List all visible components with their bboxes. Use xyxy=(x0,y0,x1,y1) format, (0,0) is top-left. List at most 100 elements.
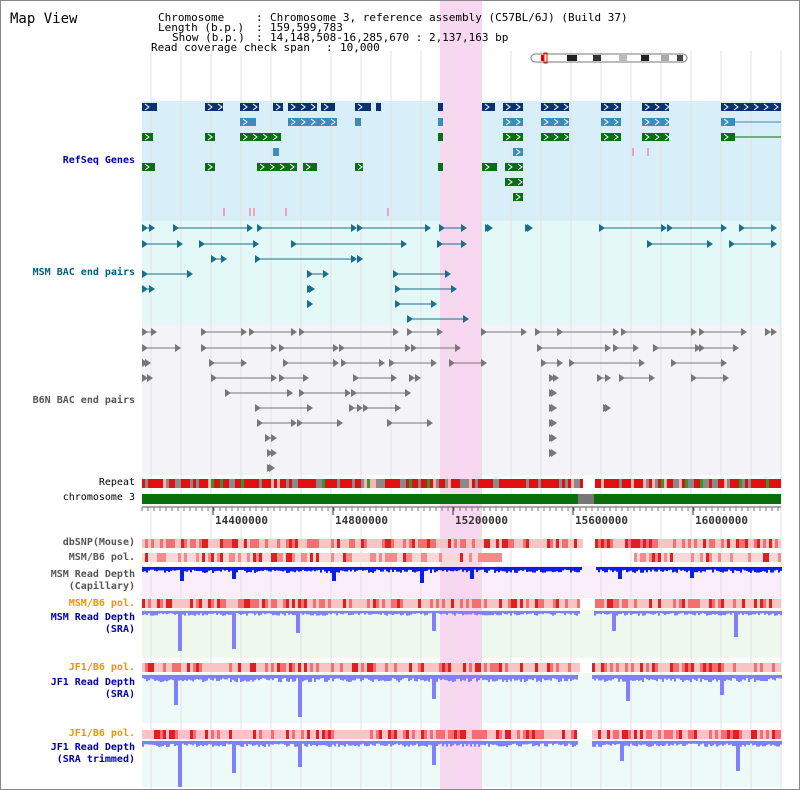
polymorphism-cell xyxy=(418,730,421,739)
read-depth-bar xyxy=(204,741,206,746)
polymorphism-cell xyxy=(361,553,364,562)
msm-bac-pair-end xyxy=(199,240,205,248)
repeat-block xyxy=(514,479,517,488)
track-label-jf1-depth-sra[interactable]: JF1 Read Depth xyxy=(50,677,135,688)
repeat-block xyxy=(397,479,400,488)
read-depth-bar xyxy=(740,567,742,573)
polymorphism-cell xyxy=(730,539,733,548)
strand-arrow xyxy=(515,118,521,126)
polymorphism-cell xyxy=(535,663,538,672)
polymorphism-cell xyxy=(268,539,271,548)
read-depth-bar xyxy=(372,675,374,683)
read-depth-bar xyxy=(624,611,626,616)
msm-bac-pair-end xyxy=(291,240,297,248)
msm-bac-pair-end xyxy=(729,240,735,248)
gene-exon xyxy=(642,118,669,126)
track-label-jf1-b6-pol-2[interactable]: JF1/B6 pol. xyxy=(68,728,135,739)
track-label-msm-depth-capillary[interactable]: MSM Read Depth xyxy=(50,569,135,580)
b6n-bac-pair-end xyxy=(551,449,557,457)
track-label-repeat[interactable]: Repeat xyxy=(98,477,135,488)
polymorphism-cell xyxy=(181,663,184,672)
read-depth-bar xyxy=(724,567,726,572)
read-depth-bar xyxy=(344,567,346,572)
polymorphism-cell xyxy=(151,730,154,739)
polymorphism-cell xyxy=(475,730,478,739)
read-depth-bar xyxy=(420,675,422,681)
polymorphism-cell xyxy=(778,599,781,608)
polymorphism-cell xyxy=(211,539,214,548)
polymorphism-cell xyxy=(682,599,685,608)
polymorphism-cell xyxy=(496,553,499,562)
polymorphism-cell xyxy=(649,539,652,548)
read-depth-bar xyxy=(420,567,422,583)
read-depth-bar xyxy=(708,567,710,570)
repeat-block xyxy=(370,479,373,488)
polymorphism-cell xyxy=(361,599,364,608)
polymorphism-cell xyxy=(607,539,610,548)
read-depth-bar xyxy=(164,567,166,573)
read-depth-bar xyxy=(392,611,394,616)
read-depth-bar xyxy=(232,741,234,773)
polymorphism-cell xyxy=(175,663,178,672)
repeat-block xyxy=(580,479,583,488)
strand-arrow xyxy=(279,163,285,171)
read-depth-bar xyxy=(668,611,670,615)
read-depth-bar xyxy=(420,611,422,615)
polymorphism-cell xyxy=(517,599,520,608)
read-depth-bar xyxy=(150,567,152,570)
polymorphism-cell xyxy=(241,599,244,608)
repeat-block xyxy=(661,479,664,488)
read-depth-bar xyxy=(284,675,286,679)
read-depth-bar xyxy=(396,741,398,744)
polymorphism-cell xyxy=(382,730,385,739)
read-depth-bar xyxy=(322,675,324,679)
read-depth-bar xyxy=(658,611,660,616)
read-depth-bar xyxy=(722,741,724,746)
strand-arrow xyxy=(144,163,150,171)
read-depth-bar xyxy=(248,567,250,572)
read-depth-bar xyxy=(610,741,612,746)
polymorphism-cell xyxy=(187,599,190,608)
b6n-bac-pair-end xyxy=(597,374,603,382)
track-label-chromosome[interactable]: chromosome 3 xyxy=(62,492,135,503)
read-depth-bar xyxy=(670,741,672,745)
read-depth-bar xyxy=(688,741,690,744)
polymorphism-cell xyxy=(676,599,679,608)
track-label-refseq[interactable]: RefSeq Genes xyxy=(62,155,135,166)
read-depth-bar xyxy=(404,741,406,747)
polymorphism-cell xyxy=(355,539,358,548)
polymorphism-cell xyxy=(700,599,703,608)
track-label-dbsnp[interactable]: dbSNP(Mouse) xyxy=(62,537,135,548)
polymorphism-cell xyxy=(562,539,565,548)
read-depth-bar xyxy=(774,611,776,616)
polymorphism-cell xyxy=(508,599,511,608)
track-label-b6n-bac[interactable]: B6N BAC end pairs xyxy=(32,395,135,406)
polymorphism-cell xyxy=(439,539,442,548)
polymorphism-cell xyxy=(310,599,313,608)
read-depth-bar xyxy=(270,611,272,614)
b6n-bac-pair-end xyxy=(257,419,263,427)
b6n-bac-pair-end xyxy=(639,359,645,367)
track-label-jf1-depth-trimmed[interactable]: JF1 Read Depth xyxy=(50,742,135,753)
read-depth-bar xyxy=(158,611,160,614)
read-depth-bar xyxy=(576,741,578,745)
polymorphism-cell xyxy=(433,663,436,672)
track-label-msm-depth-sra[interactable]: MSM Read Depth xyxy=(50,612,135,623)
track-label-jf1-b6-pol-1[interactable]: JF1/B6 pol. xyxy=(68,662,135,673)
polymorphism-cell xyxy=(604,730,607,739)
track-label-msm-bac[interactable]: MSM BAC end pairs xyxy=(32,267,135,278)
read-depth-bar xyxy=(702,567,704,572)
read-depth-bar xyxy=(286,741,288,747)
read-depth-bar xyxy=(506,567,508,573)
polymorphism-cell xyxy=(499,553,502,562)
read-depth-bar xyxy=(298,611,300,633)
polymorphism-cell xyxy=(748,553,751,562)
track-label-msm-b6-pol-2[interactable]: MSM/B6 pol. xyxy=(68,598,135,609)
b6n-bac-pair-end xyxy=(569,359,575,367)
polymorphism-cell xyxy=(223,663,226,672)
track-label-msm-b6-pol-1[interactable]: MSM/B6 pol. xyxy=(68,552,135,563)
read-depth-bar xyxy=(430,741,432,746)
read-depth-bar xyxy=(608,611,610,615)
read-depth-bar xyxy=(198,675,200,680)
